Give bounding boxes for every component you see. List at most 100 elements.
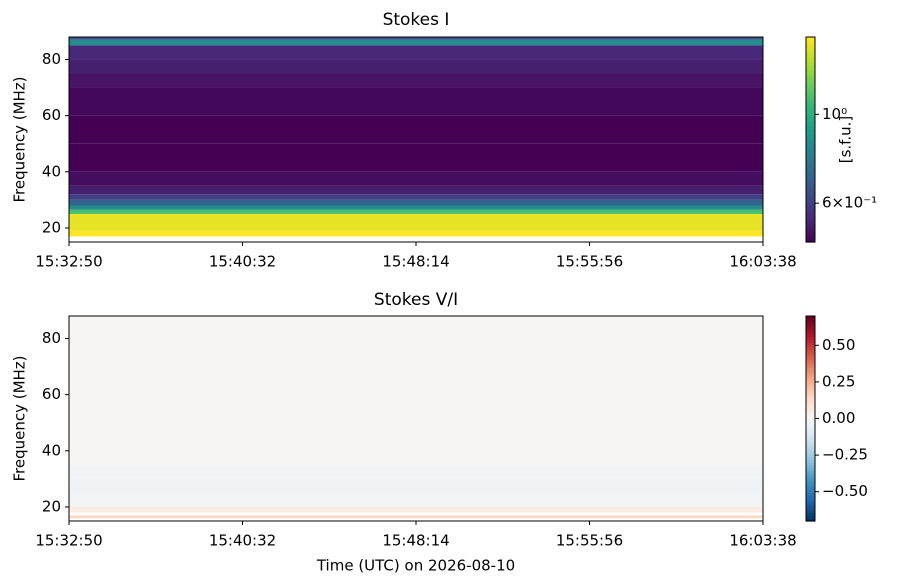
colorbar-swatch [806, 80, 815, 84]
colorbar-swatch [806, 387, 815, 391]
colorbar-swatch [806, 413, 815, 417]
colorbar-swatch [806, 60, 815, 64]
colorbar-swatch [806, 423, 815, 427]
x-axis-label: Time (UTC) on 2026-08-10 [316, 557, 515, 575]
heatmap-cell [69, 143, 763, 172]
y-tick-label: 60 [42, 106, 61, 124]
colorbar-swatch [806, 134, 815, 138]
colorbar-swatch [806, 162, 815, 166]
colorbar-swatch [806, 339, 815, 343]
colorbar-swatch [806, 354, 815, 358]
heatmap-cell [69, 59, 763, 74]
colorbar-tick-label: 6×10⁻¹ [822, 194, 877, 212]
colorbar-swatch [806, 446, 815, 450]
colorbar-swatch [806, 495, 815, 499]
heatmap-cell [69, 37, 763, 40]
heatmap-cell [69, 515, 763, 519]
colorbar-swatch [806, 328, 815, 332]
colorbar-swatch [806, 65, 815, 69]
colorbar-swatch [806, 175, 815, 179]
heatmap-cell [69, 464, 763, 479]
colorbar-swatch [806, 177, 815, 182]
colorbar-swatch [806, 349, 815, 353]
colorbar-swatch [806, 111, 815, 115]
colorbar-swatch [806, 42, 815, 46]
colorbar-swatch [806, 351, 815, 356]
colorbar-swatch [806, 167, 815, 171]
y-tick-label: 80 [42, 50, 61, 68]
colorbar-swatch [806, 170, 815, 174]
heatmap-cell [69, 213, 763, 231]
colorbar-swatch [806, 462, 815, 466]
heatmap-cell [69, 316, 763, 465]
colorbar-swatch [806, 474, 815, 479]
colorbar-swatch [806, 121, 815, 125]
colorbar-swatch [806, 477, 815, 481]
colorbar-swatch [806, 203, 815, 207]
colorbar-swatch [806, 218, 815, 223]
colorbar-swatch [806, 385, 815, 389]
colorbar-swatch [806, 449, 815, 453]
y-tick-label: 60 [42, 385, 61, 403]
colorbar-swatch [806, 364, 815, 368]
colorbar-tick-label: −0.50 [822, 482, 868, 500]
colorbar-swatch [806, 165, 815, 169]
colorbar-swatch [806, 357, 815, 361]
colorbar-swatch [806, 331, 815, 335]
colorbar-swatch [806, 372, 815, 376]
colorbar-tick-label: 0.50 [822, 336, 855, 354]
colorbar-swatch [806, 436, 815, 440]
colorbar-swatch [806, 188, 815, 192]
colorbar-swatch [806, 39, 815, 43]
x-tick-label: 15:32:50 [35, 532, 102, 550]
colorbar-swatch [806, 98, 815, 102]
colorbar-swatch [806, 224, 815, 228]
colorbar-swatch [806, 208, 815, 212]
colorbar-swatch [806, 236, 815, 241]
chart-title: Stokes V/I [374, 290, 458, 310]
colorbar-swatch [806, 83, 815, 87]
colorbar-swatch [806, 518, 815, 522]
colorbar-swatch [806, 421, 815, 425]
colorbar-swatch [806, 415, 815, 420]
colorbar-tick-label: 10⁰ [822, 105, 847, 123]
y-tick-label: 20 [42, 218, 61, 236]
colorbar-swatch [806, 113, 815, 118]
colorbar-swatch [806, 428, 815, 432]
colorbar-frame [805, 36, 816, 243]
colorbar-swatch [806, 469, 815, 473]
colorbar-swatch [806, 129, 815, 133]
colorbar-swatch [806, 183, 815, 187]
colorbar-swatch [806, 323, 815, 327]
colorbar-swatch [806, 398, 815, 402]
colorbar-swatch [806, 341, 815, 345]
colorbar-swatch [806, 408, 815, 412]
colorbar-swatch [806, 44, 815, 48]
colorbar-swatch [806, 439, 815, 443]
colorbar-swatch [806, 103, 815, 107]
colorbar-swatch [806, 500, 815, 504]
colorbar-swatch [806, 515, 815, 520]
colorbar-tick-label: 0.00 [822, 409, 855, 427]
colorbar-swatch [806, 321, 815, 325]
colorbar-swatch [806, 405, 815, 409]
x-tick-label: 15:55:56 [556, 253, 623, 271]
colorbar-swatch [806, 119, 815, 123]
colorbar-swatch [806, 231, 815, 235]
colorbar-swatch [806, 172, 815, 176]
colorbar-swatch [806, 472, 815, 476]
colorbar-swatch [806, 459, 815, 463]
x-tick-label: 15:55:56 [556, 532, 623, 550]
heatmap-cell [69, 194, 763, 200]
colorbar-swatch [806, 108, 815, 112]
colorbar-swatch [806, 216, 815, 220]
x-tick-label: 15:48:14 [382, 532, 449, 550]
colorbar-swatch [806, 226, 815, 230]
colorbar-swatch [806, 467, 815, 471]
colorbar-swatch [806, 90, 815, 94]
colorbar-swatch [806, 160, 815, 164]
colorbar-swatch [806, 221, 815, 225]
colorbar-swatch [806, 359, 815, 363]
colorbar-swatch [806, 229, 815, 233]
